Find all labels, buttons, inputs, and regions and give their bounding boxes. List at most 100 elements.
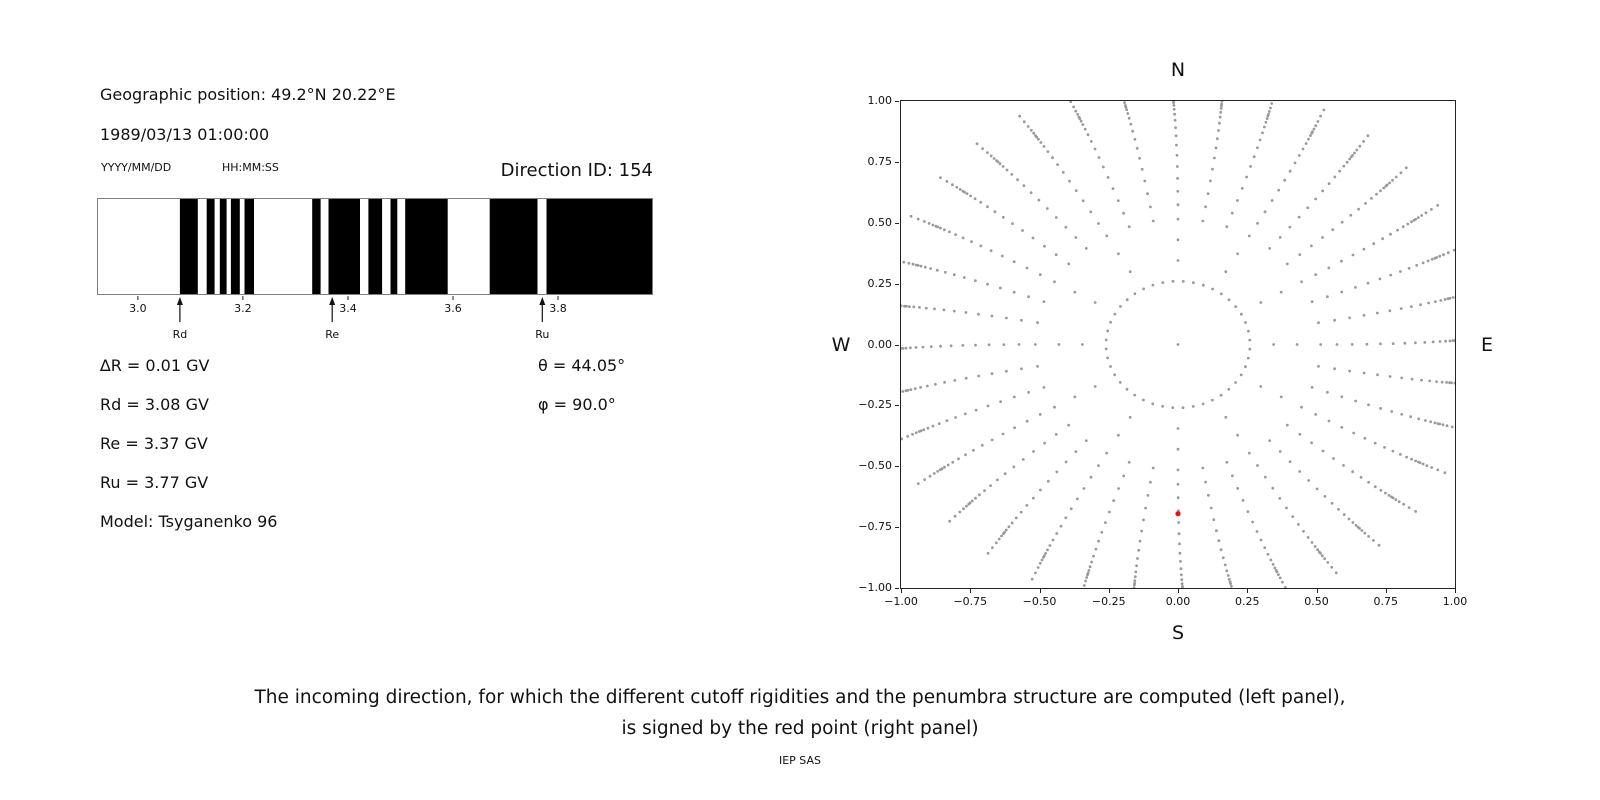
direction-dot xyxy=(1259,385,1263,388)
direction-dot xyxy=(1220,99,1224,103)
penumbra-band xyxy=(405,199,448,294)
y-tick-mark xyxy=(895,344,899,346)
direction-dot xyxy=(1239,312,1243,316)
direction-dot xyxy=(1204,480,1207,484)
direction-dot xyxy=(997,537,1001,541)
direction-dot xyxy=(1399,171,1403,175)
direction-dot xyxy=(1288,460,1292,464)
direction-dot xyxy=(1025,504,1029,507)
direction-dot xyxy=(1381,237,1384,241)
direction-dot xyxy=(1046,479,1050,483)
y-tick-label: −0.50 xyxy=(858,459,892,473)
direction-dot xyxy=(1279,395,1283,399)
direction-dot xyxy=(1038,413,1042,416)
direction-scatter-svg xyxy=(899,99,1457,590)
direction-dot xyxy=(1081,123,1085,126)
direction-dot xyxy=(1278,497,1282,500)
direction-dot xyxy=(1269,558,1273,562)
direction-dot xyxy=(1388,309,1392,313)
direction-dot xyxy=(1106,329,1110,333)
direction-dot xyxy=(1022,120,1026,124)
direction-dot xyxy=(969,194,972,198)
direction-dot xyxy=(1317,364,1320,368)
direction-dot xyxy=(1178,542,1181,546)
direction-dot xyxy=(1364,202,1367,205)
direction-dot xyxy=(1319,343,1323,346)
direction-dot xyxy=(1353,151,1356,155)
direction-dot xyxy=(1316,120,1320,123)
direction-dot xyxy=(1297,523,1300,526)
direction-dot xyxy=(1219,548,1223,552)
direction-dot xyxy=(1176,203,1180,207)
direction-id: Direction ID: 154 xyxy=(500,160,653,181)
direction-dot xyxy=(1323,557,1327,561)
direction-dot xyxy=(1226,574,1230,577)
direction-dot xyxy=(990,314,994,318)
direction-dot xyxy=(1036,321,1039,325)
direction-dot xyxy=(1340,220,1344,224)
direction-dot xyxy=(1104,521,1107,524)
penumbra-tick-label: 3.4 xyxy=(339,302,357,315)
direction-dot xyxy=(1261,131,1264,135)
delta-r-value: ∆R = 0.01 GV xyxy=(100,356,210,375)
direction-dot xyxy=(953,379,957,382)
direction-dot xyxy=(1031,236,1035,240)
direction-dot xyxy=(1093,301,1097,304)
direction-dot xyxy=(1142,287,1145,291)
direction-dot xyxy=(1105,234,1109,238)
direction-dot xyxy=(1399,270,1402,273)
compass-west-label: W xyxy=(831,334,851,356)
direction-dot xyxy=(1177,532,1181,536)
direction-dot xyxy=(918,306,921,309)
direction-dot xyxy=(1279,290,1283,294)
direction-dot xyxy=(1350,343,1354,346)
direction-dot xyxy=(1138,539,1142,543)
direction-dot xyxy=(1248,338,1252,342)
direction-dot xyxy=(1283,178,1287,182)
direction-dot xyxy=(1338,169,1342,173)
direction-dot xyxy=(1201,402,1205,406)
direction-dot xyxy=(1171,279,1175,283)
direction-dot xyxy=(1312,127,1316,131)
direction-dot xyxy=(1111,187,1115,190)
direction-dot xyxy=(1446,251,1450,255)
direction-map-frame xyxy=(899,99,1457,590)
direction-dot xyxy=(1032,450,1035,453)
direction-dot xyxy=(1340,259,1343,263)
direction-dot xyxy=(1039,488,1042,492)
direction-dot xyxy=(1088,565,1092,569)
direction-dot xyxy=(1298,432,1302,436)
direction-dot xyxy=(1026,125,1030,128)
penumbra-band xyxy=(390,199,398,294)
direction-dot xyxy=(964,453,967,457)
direction-dot xyxy=(1240,186,1244,190)
direction-dot xyxy=(939,176,942,179)
direction-dot xyxy=(1310,441,1313,445)
direction-dot xyxy=(1048,544,1052,547)
direction-dot xyxy=(1367,535,1370,538)
direction-dot xyxy=(1016,178,1019,182)
direction-dot xyxy=(1285,506,1288,510)
direction-dot xyxy=(1445,424,1449,428)
direction-dot xyxy=(1032,131,1036,135)
direction-dot xyxy=(1283,586,1287,589)
penumbra-tick-label: 3.8 xyxy=(549,302,567,315)
x-tick-label: −0.75 xyxy=(953,595,988,608)
direction-dot xyxy=(1133,292,1137,296)
direction-dot xyxy=(1036,566,1040,569)
direction-dot xyxy=(1320,554,1324,558)
cutoff-arrow-label: Ru xyxy=(535,328,549,341)
direction-dot xyxy=(1400,412,1404,416)
direction-dot xyxy=(1061,171,1065,174)
direction-dot xyxy=(995,159,998,162)
direction-dot xyxy=(911,432,914,436)
direction-dot xyxy=(1191,405,1195,408)
direction-dot xyxy=(986,551,990,555)
direction-dot xyxy=(1212,518,1216,522)
direction-dot xyxy=(1403,341,1407,345)
direction-dot xyxy=(913,387,917,390)
direction-dot xyxy=(1042,145,1046,148)
direction-dot xyxy=(994,541,998,545)
x-tick-label: 0.75 xyxy=(1373,595,1399,608)
